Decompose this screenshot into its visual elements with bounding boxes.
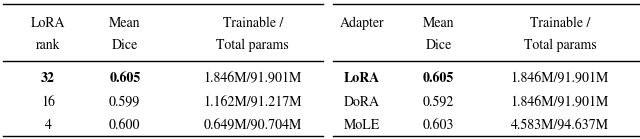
Text: 1.846M/91.901M: 1.846M/91.901M [511, 95, 609, 109]
Text: 0.599: 0.599 [109, 95, 141, 109]
Text: 1.846M/91.901M: 1.846M/91.901M [204, 72, 302, 85]
Text: MoLE: MoLE [344, 119, 380, 132]
Text: Mean: Mean [422, 16, 454, 30]
Text: Total params: Total params [524, 39, 596, 52]
Text: LoRA: LoRA [31, 16, 65, 30]
Text: LoRA: LoRA [344, 72, 380, 85]
Text: 16: 16 [41, 95, 55, 109]
Text: DoRA: DoRA [344, 95, 380, 109]
Text: 0.592: 0.592 [422, 95, 454, 109]
Text: Mean: Mean [109, 16, 141, 30]
Text: Trainable /: Trainable / [530, 16, 590, 30]
Text: 0.603: 0.603 [422, 119, 454, 132]
Text: 0.649M/90.704M: 0.649M/90.704M [204, 119, 302, 132]
Text: Trainable /: Trainable / [223, 16, 283, 30]
Text: Dice: Dice [425, 39, 452, 52]
Text: 0.605: 0.605 [423, 72, 454, 85]
Text: 32: 32 [41, 72, 55, 85]
Text: 4.583M/94.637M: 4.583M/94.637M [511, 119, 609, 132]
Text: 4: 4 [45, 119, 51, 132]
Text: 0.605: 0.605 [109, 72, 140, 85]
Text: Dice: Dice [111, 39, 138, 52]
Text: 0.600: 0.600 [109, 119, 141, 132]
Text: 1.162M/91.217M: 1.162M/91.217M [204, 95, 302, 109]
Text: rank: rank [36, 39, 60, 52]
Text: Adapter: Adapter [339, 16, 384, 30]
Text: 1.846M/91.901M: 1.846M/91.901M [511, 72, 609, 85]
Text: Total params: Total params [216, 39, 289, 52]
